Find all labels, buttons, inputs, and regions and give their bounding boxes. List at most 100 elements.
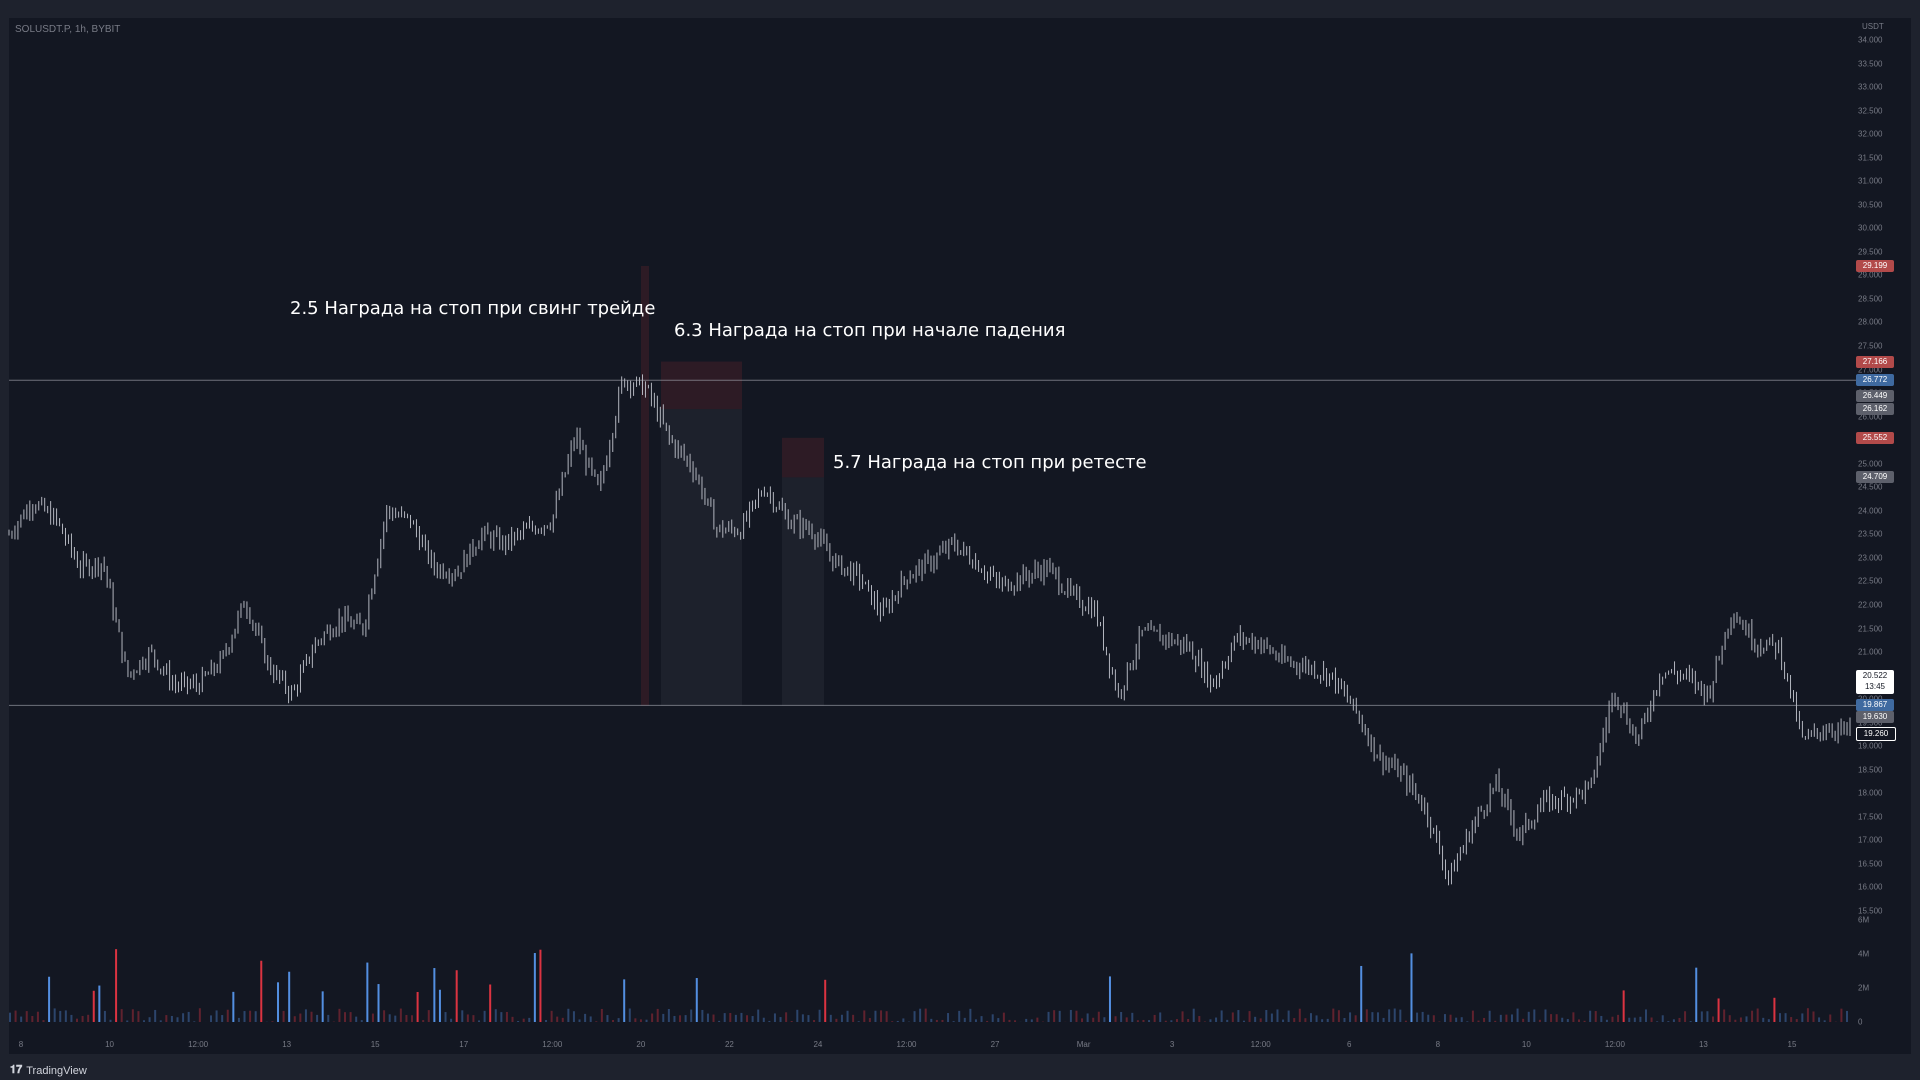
volume-bar: [115, 949, 118, 1022]
volume-bar: [1326, 1018, 1329, 1022]
annotation-swing[interactable]: 2.5 Награда на стоп при свинг трейде: [290, 298, 656, 319]
volume-bar: [1047, 1011, 1050, 1022]
volume-bar: [59, 1010, 62, 1022]
volume-bar: [511, 1016, 514, 1022]
volume-bar: [695, 978, 698, 1022]
volume-bar: [1287, 1010, 1290, 1022]
volume-bar: [958, 1010, 961, 1022]
volume-bar: [1053, 1010, 1056, 1022]
volume-bar: [1840, 1008, 1843, 1022]
volume-bar: [617, 1018, 620, 1022]
volume-bar: [1187, 1019, 1190, 1022]
price-tick: 19.000: [1858, 741, 1883, 751]
volume-bar: [522, 1018, 525, 1022]
volume-bar: [126, 1020, 129, 1022]
volume-bar: [1555, 1014, 1558, 1022]
volume-bar: [1801, 1013, 1804, 1022]
volume-bar: [1628, 1017, 1631, 1022]
volume-bar: [891, 1021, 894, 1022]
volume-bar: [1706, 1011, 1709, 1022]
price-tick: 30.000: [1858, 223, 1883, 233]
volume-bar: [355, 1016, 358, 1022]
volume-bar: [81, 1015, 84, 1022]
volume-bar: [913, 1011, 916, 1022]
volume-bar: [411, 1015, 414, 1022]
time-tick: 15: [1787, 1040, 1797, 1049]
volume-bar: [1254, 1016, 1257, 1022]
volume-bar: [550, 1010, 553, 1022]
volume-bar: [1388, 1009, 1391, 1022]
volume-bar: [1566, 1019, 1569, 1022]
volume-bar: [237, 1017, 240, 1022]
volume-bar: [1711, 1016, 1714, 1022]
volume-bar: [606, 1015, 609, 1022]
volume-bar: [131, 1009, 134, 1022]
symbol-label[interactable]: SOLUSDT.P, 1h, BYBIT: [15, 24, 121, 35]
volume-bar: [762, 1017, 765, 1022]
price-tick: 32.000: [1858, 129, 1883, 139]
time-tick: 22: [724, 1040, 734, 1049]
volume-bar: [1270, 1013, 1273, 1022]
tradingview-logo[interactable]: 𝟏𝟕 TradingView: [10, 1064, 87, 1077]
volume-bar: [316, 1014, 319, 1022]
volume-bar: [1410, 953, 1413, 1022]
price-tick: 28.500: [1858, 294, 1883, 304]
volume-bar: [768, 1020, 771, 1022]
volume-bar: [48, 976, 51, 1022]
volume-bar: [1510, 1014, 1513, 1022]
volume-bar: [1354, 1015, 1357, 1022]
volume-bar: [1399, 1009, 1402, 1022]
volume-bar: [1209, 1019, 1212, 1022]
volume-bar: [1226, 1019, 1229, 1022]
volume-bar: [1008, 1019, 1011, 1022]
volume-bar: [1572, 1012, 1575, 1022]
volume-bar: [1097, 1011, 1100, 1022]
volume-bar: [1030, 1019, 1033, 1022]
volume-bar: [517, 1020, 520, 1022]
volume-bar: [427, 1010, 430, 1022]
volume-bar: [176, 1017, 179, 1022]
volume-bar: [143, 1020, 146, 1022]
price-tag: 29.199: [1856, 260, 1894, 273]
volume-bar: [1818, 1017, 1821, 1022]
volume-bar: [1337, 1010, 1340, 1022]
time-tick: 10: [1521, 1040, 1531, 1049]
volume-bar: [226, 1009, 229, 1022]
volume-bar: [924, 1008, 927, 1022]
volume-bar: [9, 1012, 11, 1022]
volume-bar: [64, 1010, 67, 1022]
volume-bar: [1499, 1014, 1502, 1022]
volume-bar: [20, 1016, 23, 1022]
time-tick: 12:00: [1250, 1040, 1271, 1049]
price-tick: 31.000: [1858, 176, 1883, 186]
volume-bar: [773, 1013, 776, 1022]
volume-bar: [667, 1008, 670, 1022]
price-tick: 25.000: [1858, 459, 1883, 469]
volume-bar: [271, 1021, 274, 1022]
volume-bar: [634, 1018, 637, 1022]
volume-bar: [1723, 1009, 1726, 1022]
volume-bar: [399, 1008, 402, 1022]
chart-pane[interactable]: [9, 18, 1911, 1054]
annotation-fall[interactable]: 6.3 Награда на стоп при начале падения: [674, 320, 1066, 341]
volume-tick: 2M: [1858, 983, 1870, 993]
volume-bar: [1343, 1017, 1346, 1022]
volume-bar: [232, 991, 235, 1022]
volume-tick: 6M: [1858, 915, 1870, 925]
price-tick: 27.000: [1858, 365, 1883, 375]
price-tick: 17.500: [1858, 812, 1883, 822]
volume-bar: [1170, 1020, 1173, 1022]
volume-bar: [679, 1015, 682, 1022]
volume-bar: [215, 1010, 218, 1022]
volume-bar: [1248, 1011, 1251, 1022]
time-tick: 13: [1698, 1040, 1708, 1049]
volume-bar: [1276, 1009, 1279, 1022]
volume-bar: [880, 1010, 883, 1022]
volume-bar: [1812, 1011, 1815, 1022]
annotation-retest[interactable]: 5.7 Награда на стоп при ретесте: [833, 452, 1147, 473]
volume-bar: [1550, 1014, 1553, 1022]
volume-bar: [1304, 1018, 1307, 1022]
currency-label: USDT: [1862, 22, 1884, 31]
volume-bar: [701, 1009, 704, 1022]
